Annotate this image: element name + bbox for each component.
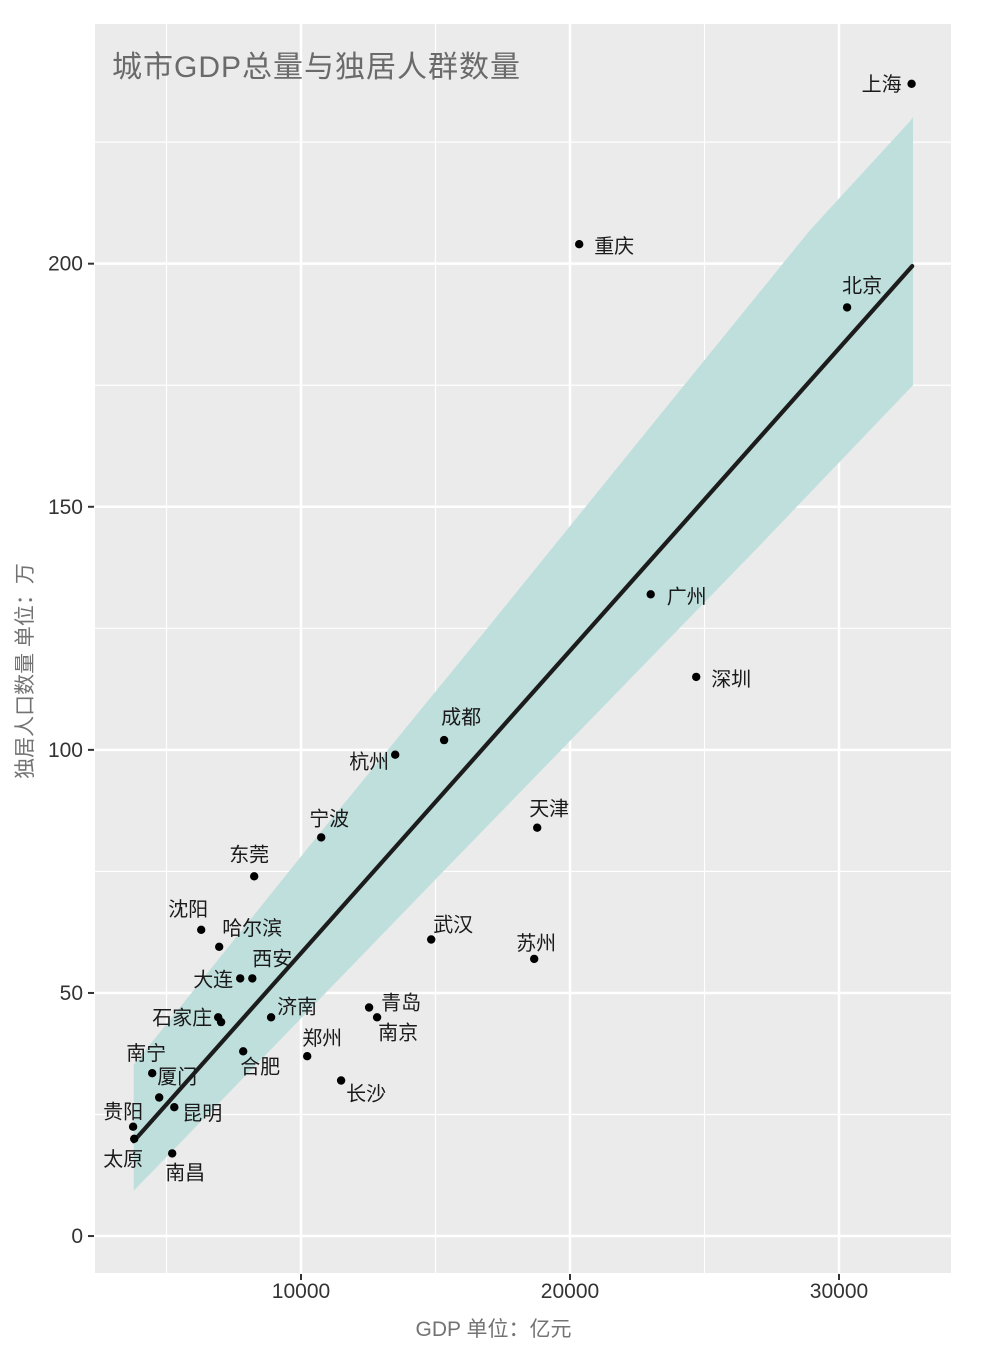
x-tick-label: 10000: [272, 1280, 330, 1303]
city-label-广州: 广州: [667, 585, 707, 608]
data-point-广州: [646, 590, 655, 599]
city-label-沈阳: 沈阳: [168, 898, 208, 921]
city-label-宁波: 宁波: [309, 807, 349, 830]
city-label-重庆: 重庆: [594, 235, 634, 258]
data-point-大连: [236, 974, 245, 983]
city-label-济南: 济南: [277, 995, 317, 1018]
y-axis-title: 独居人口数量 单位：万: [14, 563, 37, 779]
city-label-南昌: 南昌: [165, 1161, 205, 1184]
city-label-武汉: 武汉: [433, 914, 473, 937]
data-point-青岛: [364, 1003, 374, 1012]
x-axis-title: GDP 单位：亿元: [415, 1318, 572, 1341]
city-label-天津: 天津: [529, 798, 569, 821]
data-point-西安: [248, 974, 257, 983]
city-label-大连: 大连: [193, 968, 233, 991]
data-point-北京: [842, 303, 852, 312]
y-tick-label: 0: [71, 1225, 83, 1248]
data-point-成都: [439, 735, 449, 745]
data-point-昆明: [170, 1103, 179, 1112]
data-point-东莞: [250, 872, 259, 881]
data-point-南昌: [168, 1149, 177, 1158]
city-label-太原: 太原: [103, 1148, 143, 1171]
data-point-苏州: [530, 954, 539, 964]
city-label-厦门: 厦门: [157, 1066, 197, 1089]
data-point-深圳: [692, 672, 701, 682]
data-point-长沙: [336, 1076, 346, 1085]
data-point-南京: [372, 1013, 382, 1022]
city-label-贵阳: 贵阳: [103, 1101, 143, 1124]
city-label-郑州: 郑州: [302, 1027, 342, 1050]
city-label-南京: 南京: [378, 1021, 418, 1044]
y-tick-label: 50: [60, 982, 83, 1005]
city-label-昆明: 昆明: [182, 1103, 222, 1125]
city-label-杭州: 杭州: [349, 751, 389, 774]
data-point-石家庄: [214, 1013, 223, 1022]
city-label-成都: 成都: [441, 706, 481, 729]
data-point-沈阳: [197, 925, 206, 934]
city-label-合肥: 合肥: [240, 1055, 280, 1078]
city-label-深圳: 深圳: [711, 668, 751, 691]
x-tick-label: 20000: [541, 1280, 599, 1303]
data-point-贵阳: [128, 1122, 138, 1131]
city-label-长沙: 长沙: [346, 1083, 386, 1106]
data-point-天津: [533, 823, 542, 832]
city-label-东莞: 东莞: [229, 843, 269, 866]
data-point-重庆: [575, 240, 584, 249]
data-point-宁波: [317, 833, 326, 842]
city-label-南宁: 南宁: [126, 1042, 166, 1065]
trend-line: [131, 264, 915, 1144]
city-label-哈尔滨: 哈尔滨: [222, 917, 282, 940]
city-label-西安: 西安: [252, 947, 292, 970]
chart-title: 城市GDP总量与独居人群数量: [112, 51, 522, 84]
city-label-苏州: 苏州: [516, 932, 556, 955]
data-point-杭州: [391, 750, 400, 759]
x-tick-label: 30000: [810, 1280, 868, 1303]
city-label-北京: 北京: [842, 274, 882, 297]
data-point-济南: [266, 1013, 276, 1022]
data-point-郑州: [303, 1052, 312, 1061]
data-point-武汉: [427, 935, 436, 944]
data-point-哈尔滨: [215, 942, 224, 951]
y-tick-label: 200: [48, 253, 83, 276]
data-point-上海: [907, 79, 916, 89]
y-tick-label: 150: [48, 496, 83, 519]
data-point-厦门: [155, 1093, 164, 1102]
data-point-合肥: [239, 1047, 248, 1056]
y-tick-label: 100: [48, 739, 83, 762]
city-label-上海: 上海: [862, 73, 902, 96]
city-label-青岛: 青岛: [381, 992, 421, 1015]
data-point-太原: [130, 1134, 139, 1144]
data-point-南宁: [148, 1069, 157, 1078]
city-label-石家庄: 石家庄: [152, 1006, 212, 1029]
